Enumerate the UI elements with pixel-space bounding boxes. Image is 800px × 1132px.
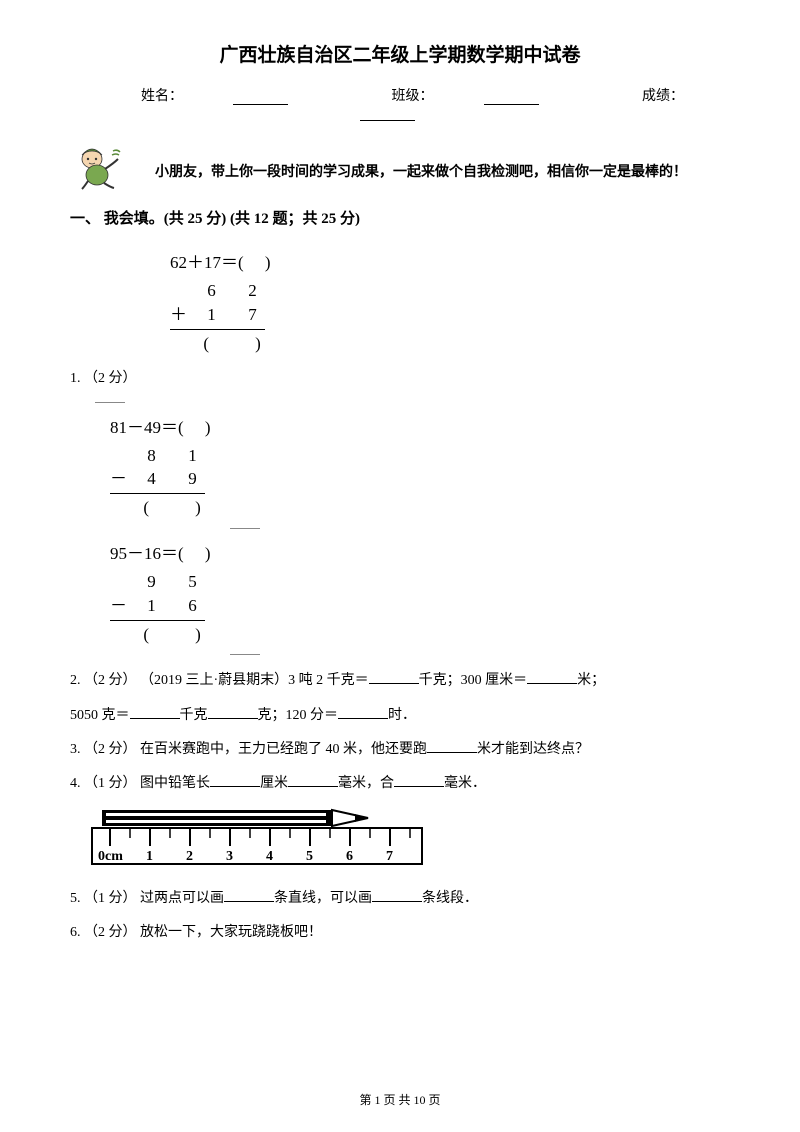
info-row: 姓名： 班级： 成绩：: [70, 85, 730, 121]
svg-text:2: 2: [186, 849, 193, 864]
svg-text:0cm: 0cm: [98, 849, 123, 864]
divider: [230, 654, 260, 655]
question-5: 5. （1 分） 过两点可以画条直线，可以画条线段．: [70, 883, 730, 915]
pencil-ruler-figure: 0cm 1 2 3 4 5 6 7: [90, 806, 730, 873]
question-1-label: 1. （2 分）: [70, 363, 730, 395]
page-footer: 第 1 页 共 10 页: [0, 1091, 800, 1108]
svg-text:7: 7: [386, 849, 393, 864]
name-field: 姓名：: [116, 89, 313, 104]
math-problem-2: 81－49＝( ) 8 1 － 4 9 ( ): [110, 413, 730, 520]
question-3: 3. （2 分） 在百米赛跑中，王力已经跑了 40 米，他还要跑米才能到达终点？: [70, 734, 730, 766]
math-problem-3: 95－16＝( ) 9 5 － 1 6 ( ): [110, 539, 730, 646]
question-2: 2. （2 分） （2019 三上·蔚县期末）3 吨 2 千克＝千克；300 厘…: [70, 665, 730, 697]
divider: [230, 528, 260, 529]
math-problem-1: 62＋17＝( ) 6 2 ＋ 1 7 ( ): [170, 248, 730, 355]
class-field: 班级：: [367, 89, 564, 104]
svg-text:6: 6: [346, 849, 353, 864]
svg-text:5: 5: [306, 849, 313, 864]
question-2b: 5050 克＝千克克；120 分＝时．: [70, 700, 730, 732]
svg-text:1: 1: [146, 849, 153, 864]
cartoon-child-icon: [70, 141, 125, 191]
divider: [95, 402, 125, 403]
page-title: 广西壮族自治区二年级上学期数学期中试卷: [70, 40, 730, 67]
question-4: 4. （1 分） 图中铅笔长厘米毫米，合毫米．: [70, 768, 730, 800]
svg-text:3: 3: [226, 849, 233, 864]
svg-text:4: 4: [266, 849, 273, 864]
question-6: 6. （2 分） 放松一下，大家玩跷跷板吧！: [70, 917, 730, 949]
intro-text: 小朋友，带上你一段时间的学习成果，一起来做个自我检测吧，相信你一定是最棒的！: [155, 159, 687, 191]
section-1-header: 一、 我会填。(共 25 分) (共 12 题；共 25 分): [70, 207, 730, 228]
intro-row: 小朋友，带上你一段时间的学习成果，一起来做个自我检测吧，相信你一定是最棒的！: [70, 141, 730, 191]
